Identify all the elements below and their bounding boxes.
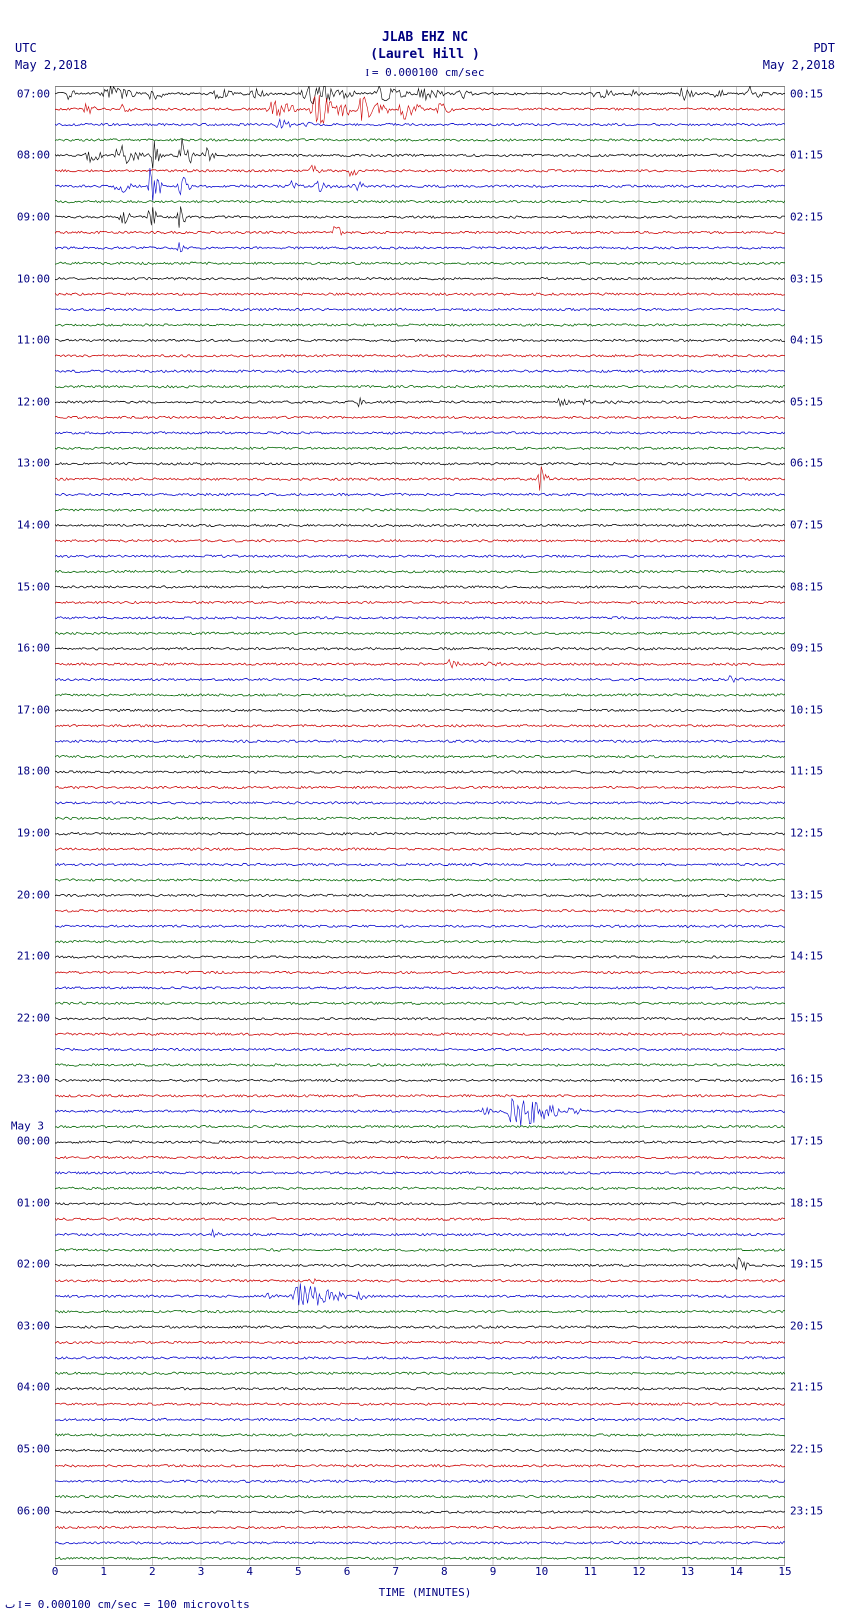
y-left-label: 21:00 <box>10 950 50 963</box>
y-right-label: 00:15 <box>790 87 835 100</box>
y-right-label: 11:15 <box>790 765 835 778</box>
x-tick: 0 <box>52 1565 59 1578</box>
header: JLAB EHZ NC (Laurel Hill ) <box>0 30 850 64</box>
y-left-label: 13:00 <box>10 457 50 470</box>
y-left-label: 11:00 <box>10 334 50 347</box>
y-right-label: 18:15 <box>790 1196 835 1209</box>
y-right-label: 15:15 <box>790 1011 835 1024</box>
x-tick: 6 <box>344 1565 351 1578</box>
y-left-label: May 3 <box>4 1119 44 1132</box>
y-right-label: 04:15 <box>790 334 835 347</box>
x-tick: 2 <box>149 1565 156 1578</box>
x-tick: 14 <box>730 1565 743 1578</box>
scale-bar-icon: ٮ I <box>5 1599 25 1611</box>
y-left-label: 01:00 <box>10 1196 50 1209</box>
y-right-label: 23:15 <box>790 1504 835 1517</box>
station-code: JLAB EHZ NC <box>0 30 850 47</box>
y-right-label: 09:15 <box>790 642 835 655</box>
seismogram-container: JLAB EHZ NC (Laurel Hill ) I = 0.000100 … <box>0 0 850 1613</box>
y-left-label: 17:00 <box>10 703 50 716</box>
y-left-label: 09:00 <box>10 210 50 223</box>
y-right-label: 08:15 <box>790 580 835 593</box>
y-right-label: 02:15 <box>790 210 835 223</box>
y-right-label: 01:15 <box>790 149 835 162</box>
y-right-label: 22:15 <box>790 1442 835 1455</box>
y-left-label: 19:00 <box>10 826 50 839</box>
x-tick: 13 <box>681 1565 694 1578</box>
y-right-label: 16:15 <box>790 1073 835 1086</box>
y-right-label: 14:15 <box>790 950 835 963</box>
y-left-label: 08:00 <box>10 149 50 162</box>
y-left-label: 23:00 <box>10 1073 50 1086</box>
y-left-label: 20:00 <box>10 888 50 901</box>
x-tick: 8 <box>441 1565 448 1578</box>
y-left-label: 22:00 <box>10 1011 50 1024</box>
y-left-label: 12:00 <box>10 395 50 408</box>
x-tick: 10 <box>535 1565 548 1578</box>
y-right-label: 12:15 <box>790 826 835 839</box>
y-left-label: 14:00 <box>10 518 50 531</box>
y-left-label: 04:00 <box>10 1381 50 1394</box>
x-tick: 1 <box>100 1565 107 1578</box>
y-right-label: 20:15 <box>790 1319 835 1332</box>
x-tick: 7 <box>392 1565 399 1578</box>
x-tick: 11 <box>584 1565 597 1578</box>
scale-top: I = 0.000100 cm/sec <box>0 66 850 79</box>
utc-label: UTC May 2,2018 <box>15 40 87 74</box>
y-right-label: 17:15 <box>790 1134 835 1147</box>
y-right-label: 07:15 <box>790 518 835 531</box>
y-left-label: 07:00 <box>10 87 50 100</box>
y-left-label: 05:00 <box>10 1442 50 1455</box>
seismogram-svg <box>55 86 785 1566</box>
y-left-label: 16:00 <box>10 642 50 655</box>
y-left-label: 18:00 <box>10 765 50 778</box>
y-left-label: 15:00 <box>10 580 50 593</box>
x-tick: 12 <box>632 1565 645 1578</box>
y-left-label: 03:00 <box>10 1319 50 1332</box>
y-right-label: 05:15 <box>790 395 835 408</box>
station-name: (Laurel Hill ) <box>0 47 850 64</box>
plot-area <box>55 86 785 1566</box>
x-tick: 3 <box>198 1565 205 1578</box>
x-axis: 0123456789101112131415 <box>55 1565 785 1585</box>
y-left-label: 10:00 <box>10 272 50 285</box>
y-right-label: 13:15 <box>790 888 835 901</box>
y-right-label: 21:15 <box>790 1381 835 1394</box>
footer-scale: ٮ I = 0.000100 cm/sec = 100 microvolts <box>5 1598 250 1611</box>
y-left-label: 02:00 <box>10 1258 50 1271</box>
y-right-label: 06:15 <box>790 457 835 470</box>
x-tick: 4 <box>246 1565 253 1578</box>
x-tick: 9 <box>490 1565 497 1578</box>
y-left-label: 00:00 <box>10 1134 50 1147</box>
y-left-label: 06:00 <box>10 1504 50 1517</box>
x-tick: 15 <box>778 1565 791 1578</box>
y-right-label: 03:15 <box>790 272 835 285</box>
y-right-label: 10:15 <box>790 703 835 716</box>
pdt-label: PDT May 2,2018 <box>763 40 835 74</box>
x-tick: 5 <box>295 1565 302 1578</box>
y-right-label: 19:15 <box>790 1258 835 1271</box>
